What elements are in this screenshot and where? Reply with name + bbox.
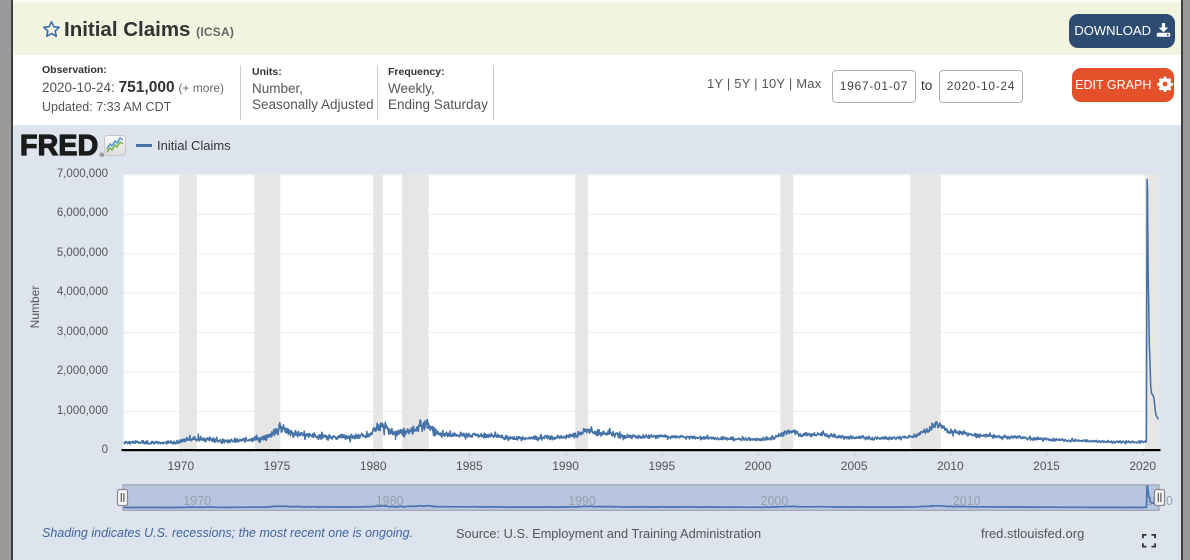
svg-text:2010: 2010 (953, 494, 981, 508)
svg-text:1970: 1970 (183, 494, 211, 508)
svg-text:1990: 1990 (568, 494, 596, 508)
svg-text:1980: 1980 (376, 494, 404, 508)
svg-text:2000: 2000 (761, 494, 789, 508)
